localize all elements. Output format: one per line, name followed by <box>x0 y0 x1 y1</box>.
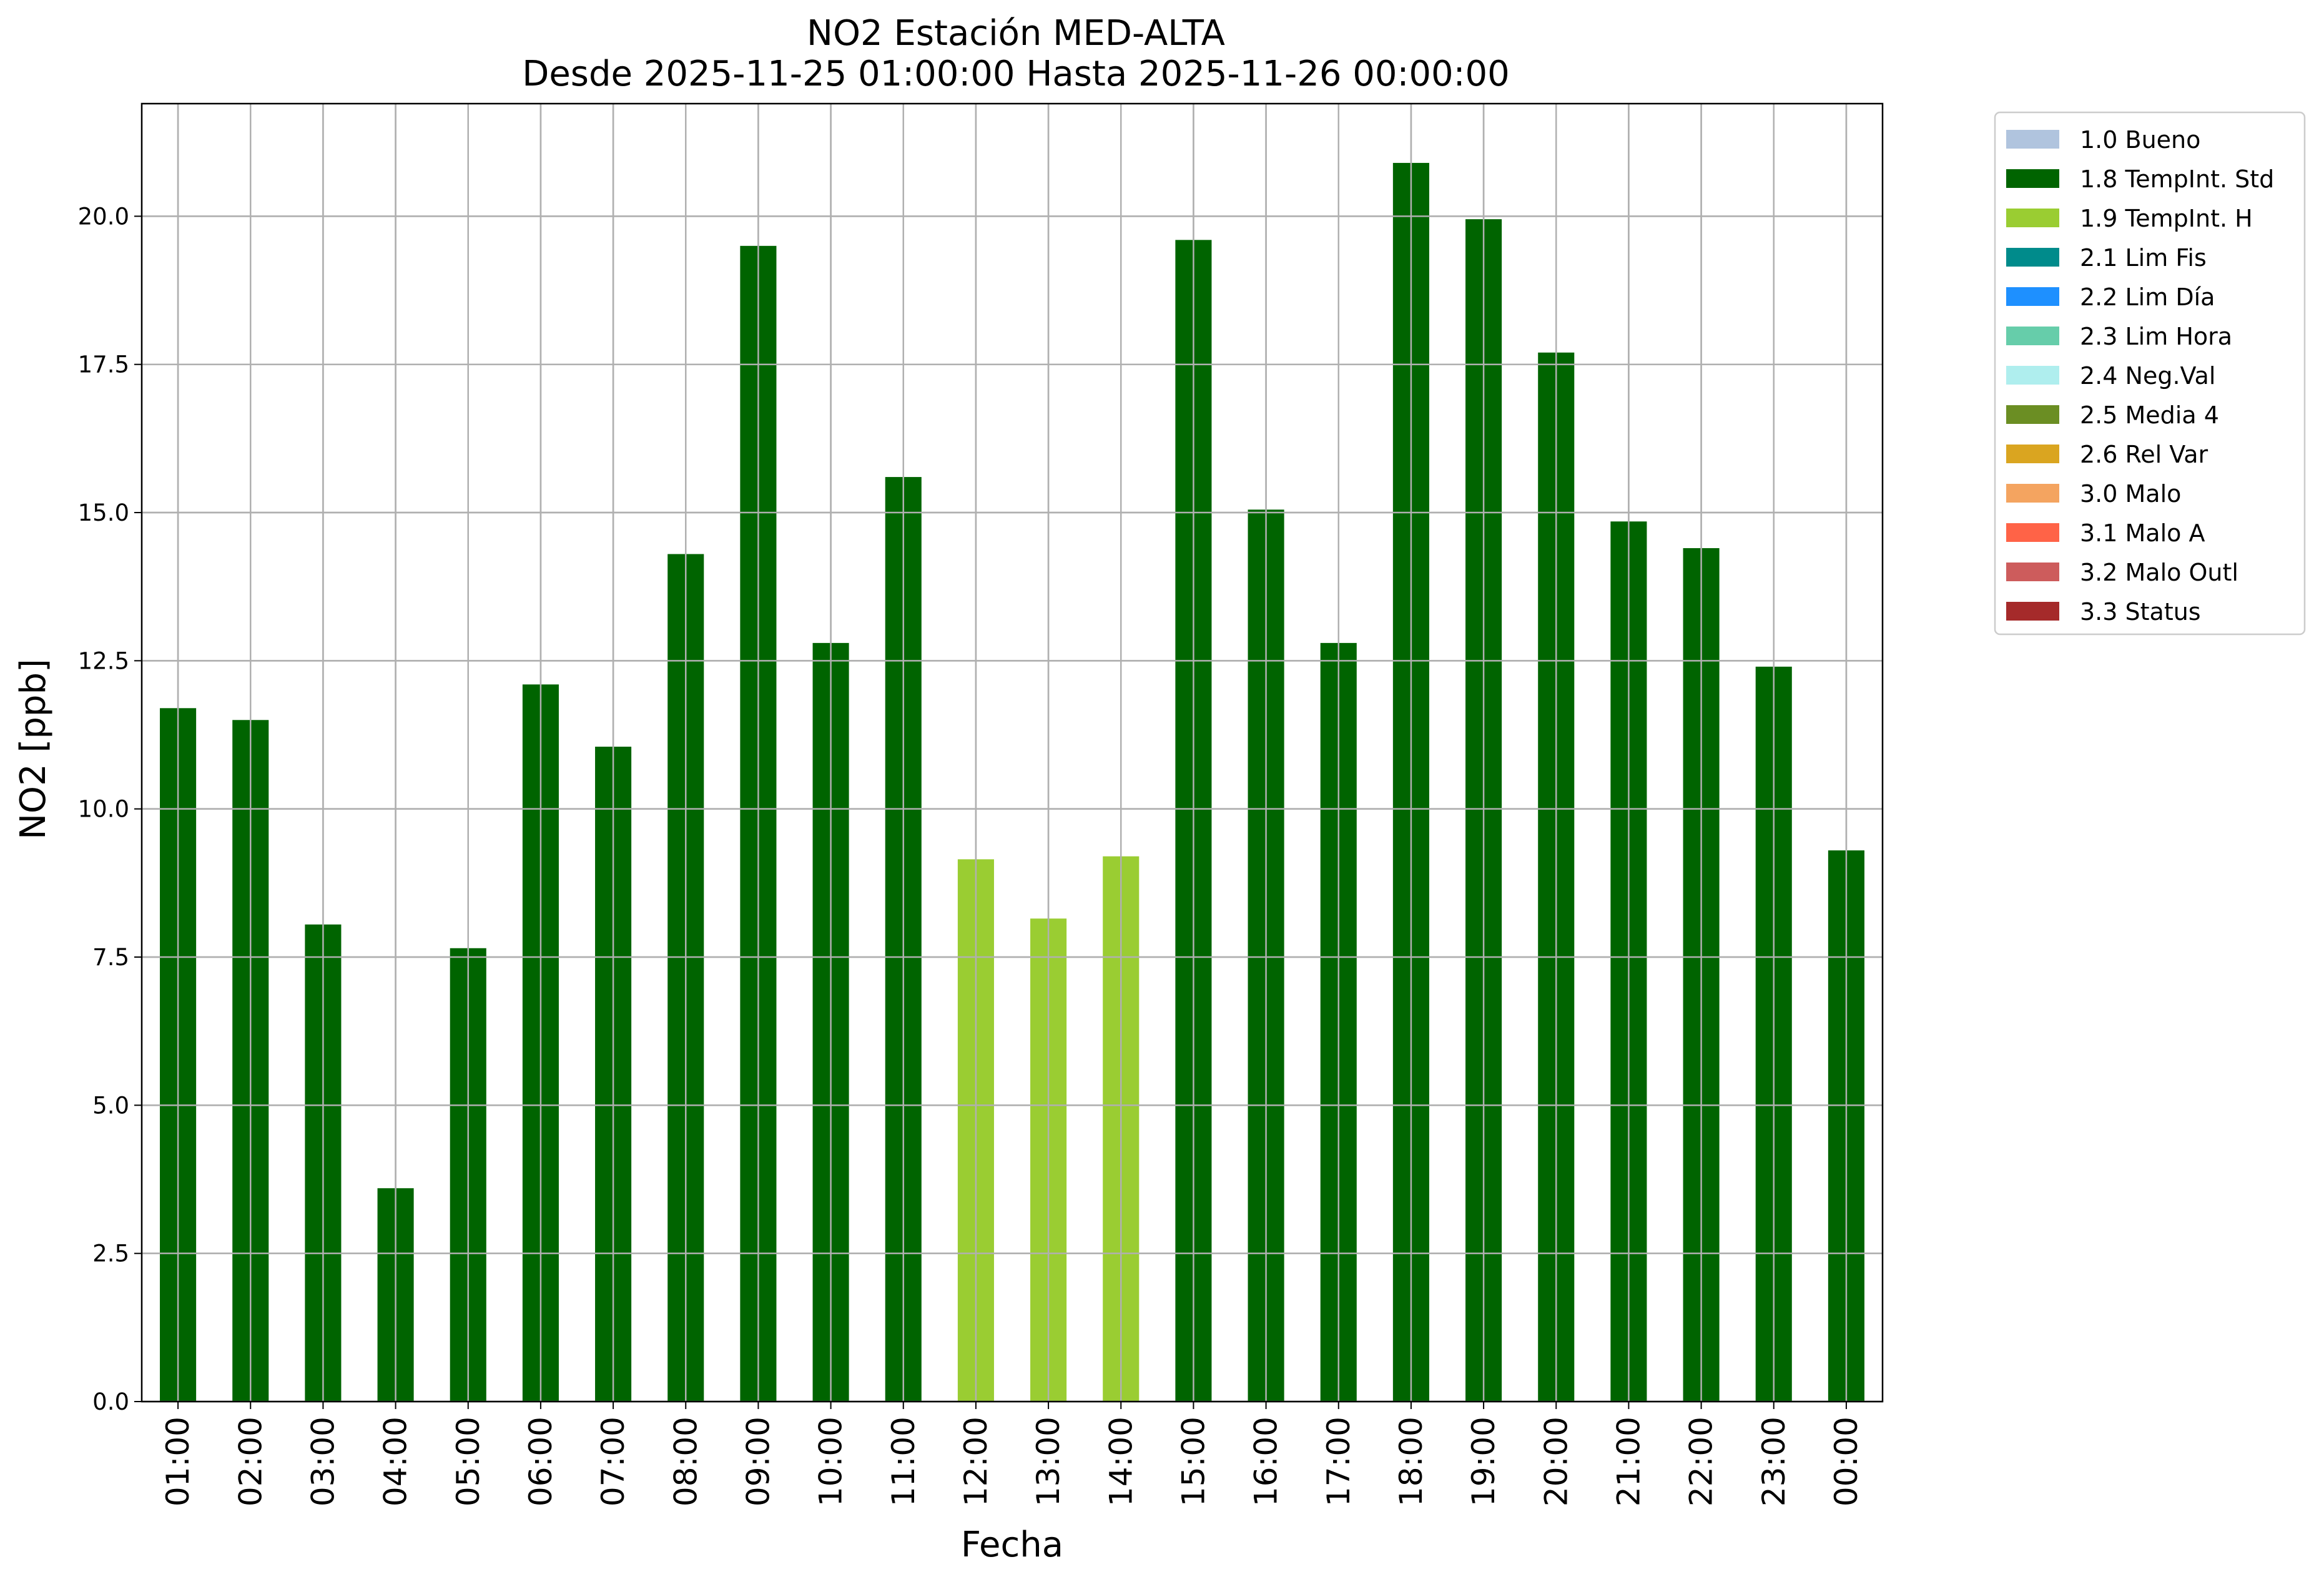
legend-label: 2.3 Lim Hora <box>2080 323 2232 350</box>
y-tick-label: 15.0 <box>78 499 129 526</box>
legend-label: 1.9 TempInt. H <box>2080 205 2253 232</box>
x-tick-label: 00:00 <box>1828 1417 1864 1506</box>
x-tick-label: 21:00 <box>1610 1417 1647 1506</box>
legend-label: 2.1 Lim Fis <box>2080 244 2207 272</box>
legend-swatch-2.3 <box>2006 327 2059 345</box>
legend-swatch-3.2 <box>2006 563 2059 581</box>
x-tick-label: 09:00 <box>740 1417 776 1506</box>
legend-swatch-2.4 <box>2006 366 2059 385</box>
legend-swatch-2.1 <box>2006 248 2059 267</box>
plot-frame <box>140 102 1884 1403</box>
y-tick-label: 0.0 <box>92 1388 129 1415</box>
x-tick-label: 17:00 <box>1321 1417 1357 1506</box>
legend-swatch-2.6 <box>2006 445 2059 463</box>
x-tick-label: 23:00 <box>1756 1417 1792 1506</box>
y-tick-label: 20.0 <box>78 203 129 230</box>
x-tick-label: 14:00 <box>1103 1417 1139 1506</box>
x-tick-label: 19:00 <box>1465 1417 1502 1506</box>
legend-label: 3.3 Status <box>2080 598 2201 626</box>
x-tick-label: 05:00 <box>450 1417 486 1506</box>
x-tick-label: 22:00 <box>1683 1417 1720 1506</box>
x-tick-label: 02:00 <box>232 1417 268 1506</box>
legend-label: 3.2 Malo Outl <box>2080 559 2238 586</box>
y-tick-label: 10.0 <box>78 796 129 823</box>
y-tick-label: 12.5 <box>78 647 129 674</box>
legend-swatch-3.1 <box>2006 523 2059 542</box>
legend-label: 3.0 Malo <box>2080 480 2181 508</box>
x-axis-label: Fecha <box>961 1525 1063 1565</box>
legend-swatch-3.3 <box>2006 602 2059 621</box>
x-tick-label: 06:00 <box>523 1417 559 1506</box>
legend-swatch-1.9 <box>2006 209 2059 227</box>
legend: 1.0 Bueno 1.8 TempInt. Std 1.9 TempInt. H 2… <box>1994 111 2306 636</box>
legend-label: 2.6 Rel Var <box>2080 441 2208 468</box>
y-tick-label: 5.0 <box>92 1092 129 1119</box>
legend-label: 3.1 Malo A <box>2080 519 2205 547</box>
x-tick-label: 16:00 <box>1248 1417 1284 1506</box>
chart-subtitle: Desde 2025-11-25 01:00:00 Hasta 2025-11-… <box>522 54 1510 94</box>
x-tick-label: 15:00 <box>1175 1417 1211 1506</box>
x-tick-label: 08:00 <box>667 1417 704 1506</box>
legend-label: 2.4 Neg.Val <box>2080 362 2215 390</box>
legend-swatch-1.0 <box>2006 130 2059 149</box>
x-tick-label: 01:00 <box>160 1417 196 1506</box>
x-tick-label: 10:00 <box>813 1417 849 1506</box>
legend-swatch-3.0 <box>2006 484 2059 503</box>
x-tick-label: 13:00 <box>1030 1417 1066 1506</box>
legend-swatch-1.8 <box>2006 169 2059 188</box>
y-tick-label: 17.5 <box>78 351 129 378</box>
legend-label: 1.8 TempInt. Std <box>2080 165 2274 193</box>
x-tick-label: 07:00 <box>595 1417 631 1506</box>
y-tick-label: 7.5 <box>92 944 129 971</box>
x-tick-label: 04:00 <box>378 1417 414 1506</box>
legend-label: 2.2 Lim Día <box>2080 283 2215 311</box>
legend-label: 1.0 Bueno <box>2080 126 2200 154</box>
y-tick-label: 2.5 <box>92 1241 129 1267</box>
legend-box <box>1994 111 2306 636</box>
x-tick-label: 03:00 <box>305 1417 341 1506</box>
x-tick-label: 11:00 <box>885 1417 922 1506</box>
y-axis-ticks: 0.0 2.5 5.0 7.5 10.0 12.5 15.0 17.5 20.0 <box>78 203 142 1415</box>
x-tick-label: 18:00 <box>1393 1417 1429 1506</box>
y-axis-label: NO2 [ppb] <box>13 659 54 840</box>
x-axis-ticks: 01:00 02:00 03:00 04:00 05:00 06:00 07:00 08:00… <box>160 1402 1864 1506</box>
x-tick-label: 12:00 <box>958 1417 994 1506</box>
x-tick-label: 20:00 <box>1538 1417 1574 1506</box>
legend-label: 2.5 Media 4 <box>2080 401 2219 429</box>
legend-swatch-2.2 <box>2006 287 2059 306</box>
legend-swatch-2.5 <box>2006 405 2059 424</box>
chart-title: NO2 Estación MED-ALTA <box>807 13 1225 54</box>
